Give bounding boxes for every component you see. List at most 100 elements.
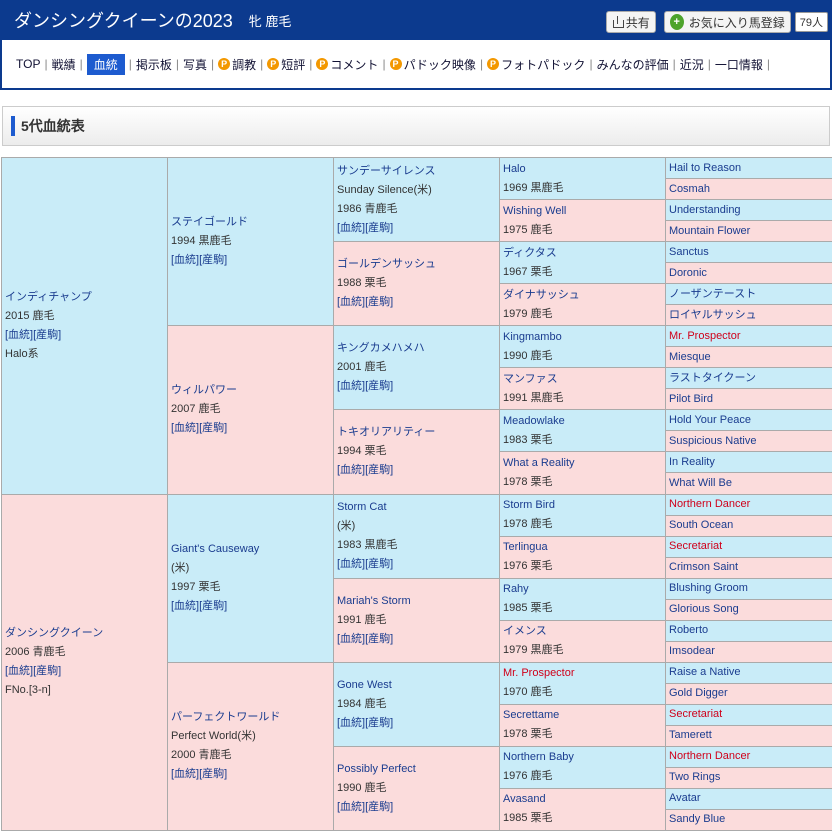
horse-name-link[interactable]: ノーザンテースト — [669, 287, 757, 300]
nav-item[interactable]: 掲示板 — [136, 56, 172, 73]
section-header: 5代血統表 — [2, 106, 830, 146]
favorite-count: 79人 — [794, 12, 828, 32]
pedigree-offspring-links[interactable]: [血統][産駒] — [337, 558, 394, 571]
horse-name-link[interactable]: Miesque — [669, 350, 711, 363]
horse-name-link[interactable]: Pilot Bird — [669, 392, 714, 405]
pedigree-cell-gen5: Avatar — [665, 787, 832, 810]
horse-name-link[interactable]: Northern Dancer — [669, 498, 751, 511]
nav-item[interactable]: 近況 — [680, 56, 704, 73]
horse-name-link[interactable]: Storm Bird — [503, 499, 555, 512]
nav-item[interactable]: P パドック映像 — [389, 56, 476, 73]
pedigree-offspring-links[interactable]: [血統][産駒] — [337, 464, 394, 477]
pedigree-cell-gen4: Mr. Prospector 1970 鹿毛 — [499, 661, 666, 705]
nav-item[interactable]: 一口情報 — [715, 56, 763, 73]
horse-name-link[interactable]: Mr. Prospector — [503, 667, 575, 680]
pedigree-offspring-links[interactable]: [血統][産駒] — [171, 254, 228, 267]
horse-name-link[interactable]: Rahy — [503, 583, 529, 596]
horse-name-link[interactable]: Secrettame — [503, 709, 560, 722]
pedigree-offspring-links[interactable]: [血統][産駒] — [337, 800, 394, 813]
pedigree-cell-gen4: Wishing Well 1975 鹿毛 — [499, 199, 666, 243]
horse-name-link[interactable]: サンデーサイレンス — [337, 164, 436, 177]
horse-name-link[interactable]: ウィルパワー — [171, 384, 237, 397]
horse-name-link[interactable]: Northern Baby — [503, 751, 574, 764]
horse-name-link[interactable]: Tamerett — [669, 729, 712, 742]
horse-name-link[interactable]: Meadowlake — [503, 414, 565, 427]
horse-name-link[interactable]: ダイナサッシュ — [503, 288, 580, 301]
horse-name-link[interactable]: Mountain Flower — [669, 224, 751, 237]
horse-name-link[interactable]: Mariah's Storm — [337, 594, 411, 607]
horse-name-link[interactable]: Possibly Perfect — [337, 762, 416, 775]
pedigree-offspring-links[interactable]: [血統][産駒] — [337, 380, 394, 393]
horse-name-link[interactable]: Roberto — [669, 624, 709, 637]
horse-name-link[interactable]: ロイヤルサッシュ — [669, 308, 757, 321]
pedigree-offspring-links[interactable]: [血統][産駒] — [337, 296, 394, 309]
horse-name-link[interactable]: Secretariat — [669, 708, 723, 721]
horse-name-link[interactable]: Cosmah — [669, 182, 710, 195]
horse-name-link[interactable]: Sanctus — [669, 245, 709, 258]
horse-name-link[interactable]: Doronic — [669, 266, 707, 279]
horse-name-link[interactable]: Sandy Blue — [669, 813, 726, 826]
horse-name-link[interactable]: ゴールデンサッシュ — [337, 258, 436, 271]
pedigree-offspring-links[interactable]: [血統][産駒] — [337, 632, 394, 645]
nav-item[interactable]: 写真 — [183, 56, 207, 73]
horse-name-link[interactable]: Mr. Prospector — [669, 329, 741, 342]
pedigree-offspring-links[interactable]: [血統][産駒] — [5, 328, 62, 341]
nav-item[interactable]: みんなの評価 — [597, 56, 669, 73]
horse-name-link[interactable]: Giant's Causeway — [171, 543, 260, 556]
horse-name-link[interactable]: In Reality — [669, 455, 715, 468]
horse-name-link[interactable]: イメンス — [503, 625, 547, 638]
nav-item[interactable]: 戦績 — [52, 56, 76, 73]
horse-name-link[interactable]: Terlingua — [503, 541, 548, 554]
share-button[interactable]: 共有 — [605, 11, 656, 33]
horse-name-link[interactable]: Raise a Native — [669, 666, 741, 679]
horse-name-link[interactable]: Secretariat — [669, 540, 723, 553]
horse-name-link[interactable]: インディチャンプ — [5, 290, 92, 303]
horse-name-link[interactable]: パーフェクトワールド — [171, 711, 281, 724]
horse-name-link[interactable]: South Ocean — [669, 519, 734, 532]
horse-name-link[interactable]: Two Rings — [669, 771, 721, 784]
horse-name-link[interactable]: Suspicious Native — [669, 434, 757, 447]
horse-name-link[interactable]: トキオリアリティー — [337, 426, 436, 439]
pedigree-row: Cosmah — [2, 178, 832, 201]
horse-name-link[interactable]: ステイゴールド — [171, 216, 248, 229]
horse-name-link[interactable]: What a Reality — [503, 456, 575, 469]
horse-name-link[interactable]: マンファス — [503, 372, 558, 385]
pedigree-offspring-links[interactable]: [血統][産駒] — [337, 221, 394, 234]
pedigree-offspring-links[interactable]: [血統][産駒] — [171, 600, 228, 613]
horse-name-link[interactable]: ダンシングクイーン — [5, 627, 104, 640]
favorite-button[interactable]: + お気に入り馬登録 — [663, 11, 791, 33]
horse-name-link[interactable]: Blushing Groom — [669, 582, 748, 595]
horse-name-link[interactable]: キングカメハメハ — [337, 342, 425, 355]
nav-item[interactable]: 血統 — [86, 53, 125, 75]
horse-name-link[interactable]: Gone West — [337, 678, 392, 691]
horse-name-link[interactable]: ディクタス — [503, 246, 557, 259]
horse-name-link[interactable]: Imsodear — [669, 645, 715, 658]
pedigree-offspring-links[interactable]: [血統][産駒] — [171, 422, 228, 435]
pedigree-offspring-links[interactable]: [血統][産駒] — [5, 665, 62, 678]
nav-item[interactable]: P フォトパドック — [487, 56, 585, 73]
horse-name-link[interactable]: Gold Digger — [669, 687, 728, 700]
horse-name-link[interactable]: Wishing Well — [503, 204, 567, 217]
nav-separator: | — [211, 57, 215, 71]
horse-name-link[interactable]: ラストタイクーン — [669, 371, 757, 384]
horse-name-link[interactable]: Hold Your Peace — [669, 413, 751, 426]
pedigree-offspring-links[interactable]: [血統][産駒] — [171, 768, 228, 781]
horse-name-link[interactable]: Kingmambo — [503, 330, 562, 343]
pedigree-offspring-links[interactable]: [血統][産駒] — [337, 716, 394, 729]
horse-name-link[interactable]: What Will Be — [669, 476, 732, 489]
nav-item[interactable]: TOP — [16, 57, 40, 71]
horse-name-link[interactable]: Avasand — [503, 793, 546, 806]
horse-name-link[interactable]: Hail to Reason — [669, 161, 742, 174]
horse-name-link[interactable]: Understanding — [669, 203, 741, 216]
nav-item[interactable]: P コメント — [316, 56, 378, 73]
horse-name-link[interactable]: Avatar — [669, 792, 701, 805]
pedigree-row: ロイヤルサッシュ — [2, 304, 832, 327]
pedigree-row: Pilot Bird — [2, 388, 832, 411]
horse-name-link[interactable]: Storm Cat — [337, 501, 387, 514]
horse-name-link[interactable]: Glorious Song — [669, 603, 739, 616]
horse-name-link[interactable]: Northern Dancer — [669, 750, 751, 763]
horse-name-link[interactable]: Halo — [503, 162, 526, 175]
nav-item[interactable]: P 短評 — [267, 56, 305, 73]
nav-item[interactable]: P 調教 — [218, 56, 256, 73]
horse-name-link[interactable]: Crimson Saint — [669, 561, 739, 574]
